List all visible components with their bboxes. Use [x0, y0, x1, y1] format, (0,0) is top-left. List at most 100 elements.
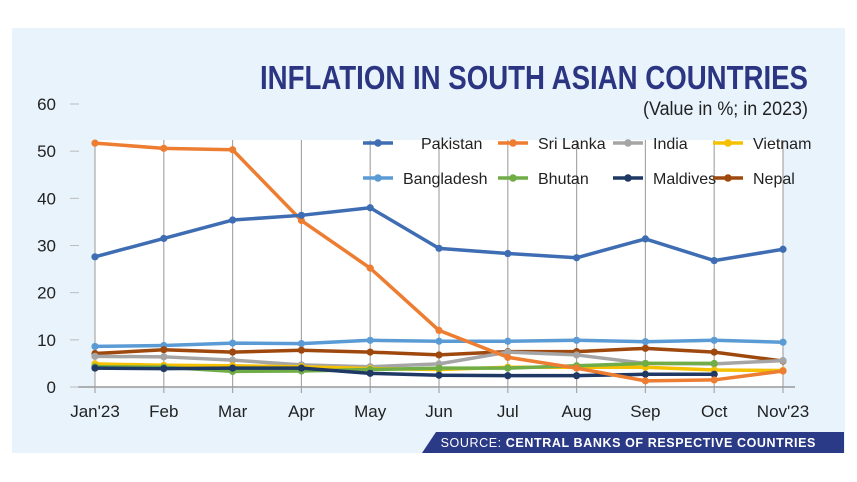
- y-tick-label: 50: [37, 142, 56, 161]
- data-point: [229, 216, 237, 224]
- data-point: [641, 344, 650, 352]
- data-point: [504, 372, 512, 380]
- data-point: [710, 348, 718, 356]
- y-tick-label: 20: [37, 284, 56, 303]
- x-tick-label: Jul: [497, 402, 519, 421]
- legend-item: Bangladesh: [363, 171, 488, 188]
- source-label: SOURCE:: [441, 436, 502, 450]
- source-text: SOURCE: CENTRAL BANKS OF RESPECTIVE COUN…: [441, 436, 816, 450]
- data-point: [573, 254, 581, 262]
- data-point: [229, 339, 237, 347]
- chart-title: INFLATION IN SOUTH ASIAN COUNTRIES: [260, 59, 808, 96]
- legend-label: India: [653, 136, 688, 153]
- legend-item: Nepal: [713, 171, 795, 188]
- source-banner: [422, 432, 844, 453]
- x-tick-label: Sep: [630, 402, 660, 421]
- legend-label: Bhutan: [538, 171, 589, 188]
- data-point: [91, 139, 99, 147]
- data-point: [504, 364, 512, 372]
- data-point: [779, 367, 787, 375]
- data-point: [229, 356, 237, 364]
- data-point: [641, 338, 650, 346]
- data-point: [297, 211, 305, 219]
- data-point: [573, 336, 581, 344]
- data-point: [710, 359, 718, 368]
- data-point: [435, 244, 443, 252]
- data-point: [160, 144, 168, 152]
- legend-label: Maldives: [653, 171, 716, 188]
- data-point: [641, 359, 650, 368]
- data-point: [641, 370, 650, 378]
- legend-marker: [374, 174, 382, 182]
- data-point: [91, 352, 99, 360]
- data-point: [91, 253, 99, 261]
- legend-marker: [724, 139, 732, 147]
- data-point: [160, 234, 168, 243]
- data-point: [710, 370, 718, 378]
- data-point: [297, 346, 305, 354]
- data-point: [297, 364, 305, 372]
- data-point: [435, 337, 443, 345]
- legend-item: Maldives: [613, 171, 716, 188]
- data-point: [779, 245, 787, 253]
- data-point: [366, 348, 374, 356]
- data-point: [641, 235, 650, 243]
- legend-label: Sri Lanka: [538, 136, 606, 153]
- legend-marker: [724, 174, 732, 182]
- legend-item: India: [613, 136, 688, 153]
- x-tick-label: Jan'23: [70, 402, 120, 421]
- data-point: [641, 377, 650, 385]
- x-tick-label: Oct: [701, 402, 728, 421]
- legend-marker: [509, 174, 517, 182]
- data-point: [504, 353, 512, 361]
- data-point: [779, 356, 787, 365]
- data-point: [573, 351, 581, 359]
- data-point: [435, 326, 443, 334]
- series-sri-lanka: [91, 139, 787, 385]
- legend-marker: [374, 139, 382, 147]
- legend-label: Nepal: [753, 171, 795, 188]
- data-point: [366, 264, 374, 272]
- data-point: [504, 337, 512, 345]
- data-point: [504, 348, 512, 356]
- data-point: [91, 342, 99, 351]
- data-point: [91, 364, 99, 372]
- x-tick-label: Jun: [425, 402, 452, 421]
- data-point: [779, 338, 787, 346]
- y-tick-label: 10: [37, 331, 56, 350]
- legend-label: Vietnam: [753, 136, 811, 153]
- x-tick-label: Mar: [218, 402, 248, 421]
- data-point: [366, 204, 374, 212]
- y-tick-label: 0: [47, 378, 56, 397]
- legend-item: Sri Lanka: [498, 136, 606, 153]
- chart-subtitle: (Value in %; in 2023): [643, 99, 808, 120]
- legend-item: Vietnam: [713, 136, 811, 153]
- data-point: [366, 336, 374, 344]
- data-point: [160, 365, 168, 373]
- data-point: [297, 216, 305, 225]
- legend-label: Bangladesh: [403, 171, 488, 188]
- legend-item: Pakistan: [363, 136, 482, 153]
- data-point: [366, 369, 374, 377]
- legend-label: Pakistan: [421, 136, 482, 153]
- legend-marker: [624, 139, 632, 147]
- legend-marker: [509, 139, 517, 147]
- data-point: [435, 364, 443, 372]
- legend-item: Bhutan: [498, 171, 589, 188]
- x-tick-label: May: [354, 402, 387, 421]
- y-tick-label: 60: [37, 95, 56, 114]
- x-tick-label: Aug: [561, 402, 591, 421]
- data-point: [573, 364, 581, 372]
- data-point: [297, 340, 305, 348]
- series-pakistan: [91, 204, 787, 265]
- y-tick-label: 40: [37, 189, 56, 208]
- data-point: [710, 336, 718, 344]
- data-point: [710, 376, 718, 384]
- x-tick-label: Nov'23: [757, 402, 809, 421]
- x-tick-label: Feb: [149, 402, 178, 421]
- data-point: [504, 249, 512, 258]
- data-point: [160, 353, 168, 361]
- data-point: [573, 372, 581, 380]
- data-point: [229, 348, 237, 356]
